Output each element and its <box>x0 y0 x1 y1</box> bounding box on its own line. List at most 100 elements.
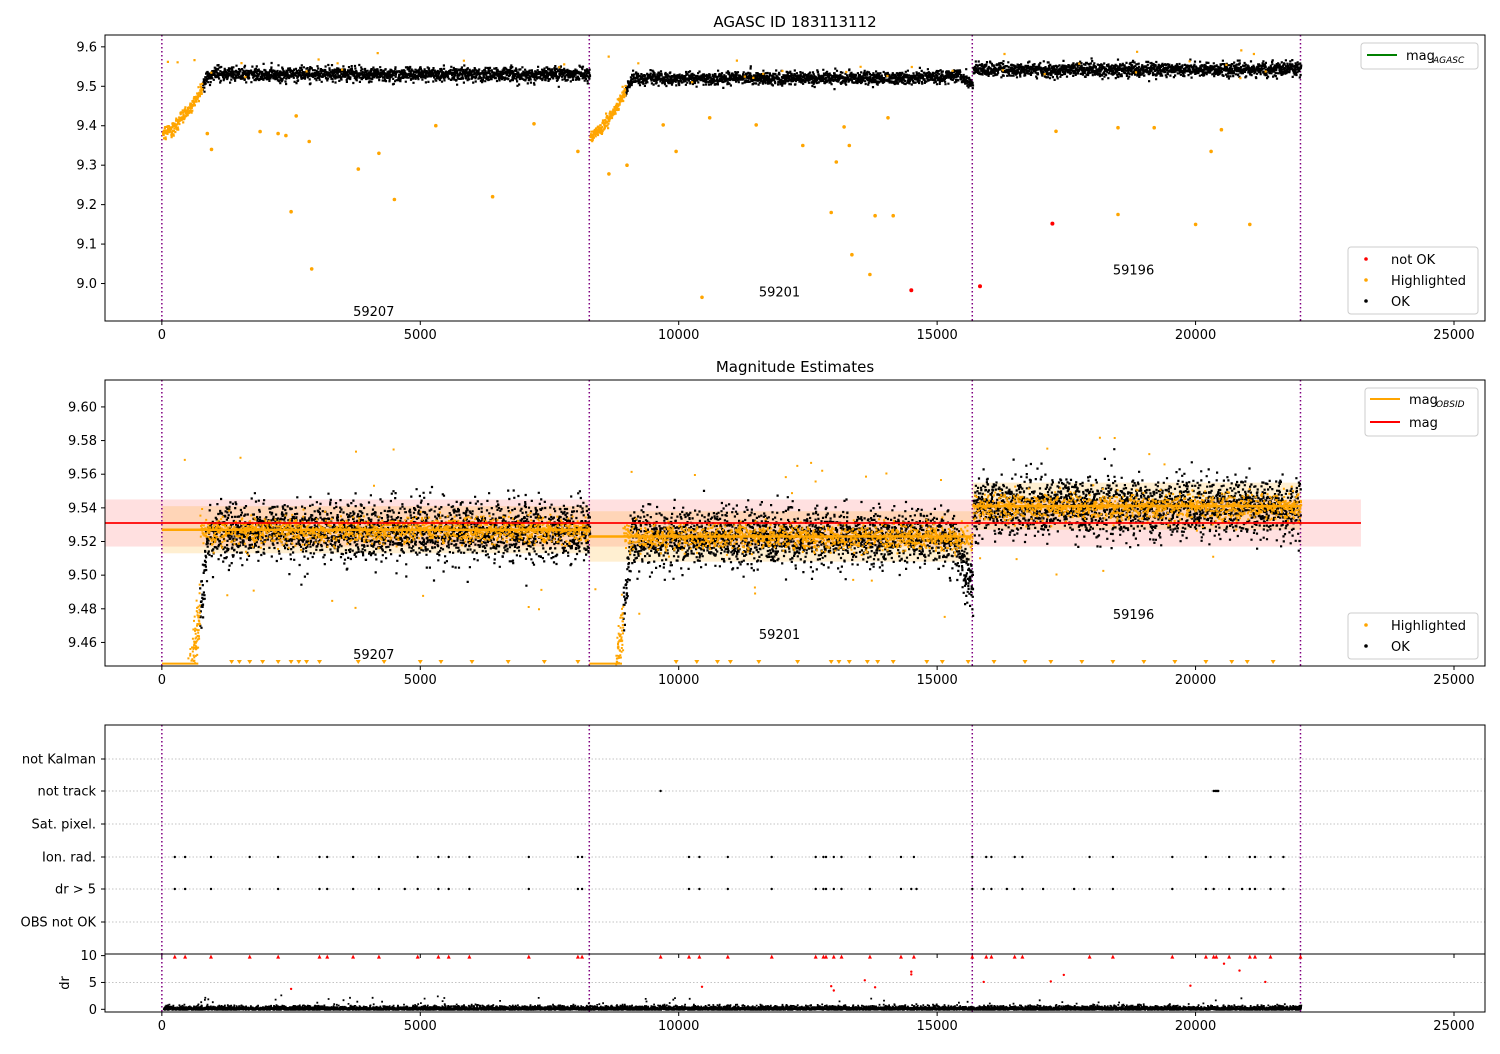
flag-point <box>990 855 993 859</box>
highlighted-outlier-point <box>276 131 280 136</box>
clipped-marker <box>795 660 801 664</box>
y-tick-label: 9.58 <box>68 434 97 449</box>
dr-red-point <box>1264 980 1267 984</box>
x-tick-label: 25000 <box>1433 673 1474 688</box>
flag-point <box>1005 887 1009 891</box>
x-tick-label: 25000 <box>1433 1019 1474 1034</box>
clipped-marker <box>296 660 302 664</box>
flag-point <box>326 887 329 891</box>
dr-clipped-marker <box>687 954 692 959</box>
highlighted-outlier-point <box>209 147 214 152</box>
y-tick-label: 9.3 <box>76 159 97 174</box>
flag-point <box>527 855 530 859</box>
segment-label: 59196 <box>1113 264 1154 279</box>
ok-points <box>201 57 1303 97</box>
clipped-marker <box>541 660 547 664</box>
legend-highlighted-marker <box>1364 623 1368 627</box>
legend-mag-obsid-label: mag <box>1409 393 1438 408</box>
dr-red-point <box>1238 969 1241 972</box>
flag-point <box>687 855 691 859</box>
highlighted-outlier-point <box>801 143 805 148</box>
flag-point <box>1248 855 1252 859</box>
flag-point <box>1212 887 1215 891</box>
flag-point <box>971 887 974 891</box>
flag-point <box>698 855 701 859</box>
flag-point <box>1228 855 1231 859</box>
clipped-marker <box>236 660 242 664</box>
flag-point <box>840 855 843 859</box>
dr-clipped-marker <box>1012 954 1017 959</box>
highlighted-outlier-point <box>886 116 890 120</box>
dr-red-point <box>873 986 877 989</box>
flag-point <box>527 887 530 891</box>
flag-point <box>437 887 440 891</box>
dr-clipped-marker <box>824 954 829 959</box>
dr-clipped-marker <box>1253 954 1257 959</box>
flag-point <box>659 789 662 793</box>
flag-point <box>1021 887 1024 891</box>
flag-point <box>173 887 176 891</box>
dr-clipped-marker <box>1214 954 1219 959</box>
dr-clipped-marker <box>1203 954 1208 959</box>
flag-row-label: Sat. pixel. <box>32 818 96 833</box>
highlighted-outlier-point <box>356 167 361 171</box>
dr-clipped-marker <box>984 954 989 959</box>
not-ok-point <box>909 288 914 293</box>
legend-highlighted-label: Highlighted <box>1391 274 1466 289</box>
clipped-marker <box>275 660 281 664</box>
flag-point <box>1021 855 1024 859</box>
flag-point <box>1228 887 1231 891</box>
flag-point <box>209 855 213 859</box>
legend-box <box>1347 246 1479 315</box>
flag-point <box>580 855 584 859</box>
clipped-marker <box>247 660 253 664</box>
flag-point <box>971 855 974 859</box>
dr-red-point <box>982 980 985 984</box>
dr-clipped-marker <box>376 954 381 959</box>
panel-flags: not Kalman not track Sat. pixel. Ion. rad. d… <box>21 724 1486 958</box>
flag-row-label: not Kalman <box>22 753 96 768</box>
dr-clipped-marker <box>436 954 441 959</box>
panel-magnitude-legend-bottom: Highlighted OK <box>1347 612 1479 660</box>
dr-ok-points <box>162 994 1303 1011</box>
legend-ok-marker <box>1364 299 1368 303</box>
dr-red-point <box>832 989 835 992</box>
x-tick-label: 20000 <box>1175 673 1216 688</box>
clipped-marker <box>836 660 842 664</box>
flag-point <box>468 887 471 891</box>
flag-point <box>326 855 329 859</box>
highlighted-outlier-point <box>754 123 758 127</box>
highlighted-outlier-point <box>1193 222 1198 227</box>
y-tick-label: 9.60 <box>68 400 97 415</box>
dr-clipped-marker <box>208 954 213 959</box>
flag-point <box>868 855 872 859</box>
clipped-marker <box>991 660 997 664</box>
dr-clipped-marker <box>276 954 281 959</box>
segment-label: 59207 <box>353 648 394 663</box>
not-ok-point <box>978 284 982 289</box>
highlighted-outlier-point <box>576 149 580 154</box>
clipped-marker <box>756 660 762 664</box>
clipped-marker <box>1022 660 1028 664</box>
flag-point <box>1248 887 1252 891</box>
clipped-marker <box>355 660 361 664</box>
flag-point <box>726 887 729 891</box>
clipped-marker <box>714 660 720 664</box>
x-tick-label: 5000 <box>404 1019 437 1034</box>
legend-mag-agasc-label: mag <box>1406 49 1435 64</box>
dr-clipped-marker <box>769 954 774 959</box>
y-tick-label: 9.54 <box>68 501 97 516</box>
flag-point <box>814 855 817 859</box>
x-tick-label: 5000 <box>404 673 437 688</box>
legend-box <box>1347 612 1479 660</box>
flag-row-label: OBS not OK <box>21 916 97 931</box>
clipped-marker <box>417 660 423 664</box>
flag-point <box>1253 855 1257 859</box>
x-tick-label: 0 <box>158 328 166 343</box>
flag-point <box>770 855 773 859</box>
dr-clipped-marker <box>1298 954 1303 959</box>
flag-point <box>377 887 381 891</box>
clipped-marker <box>469 660 475 664</box>
